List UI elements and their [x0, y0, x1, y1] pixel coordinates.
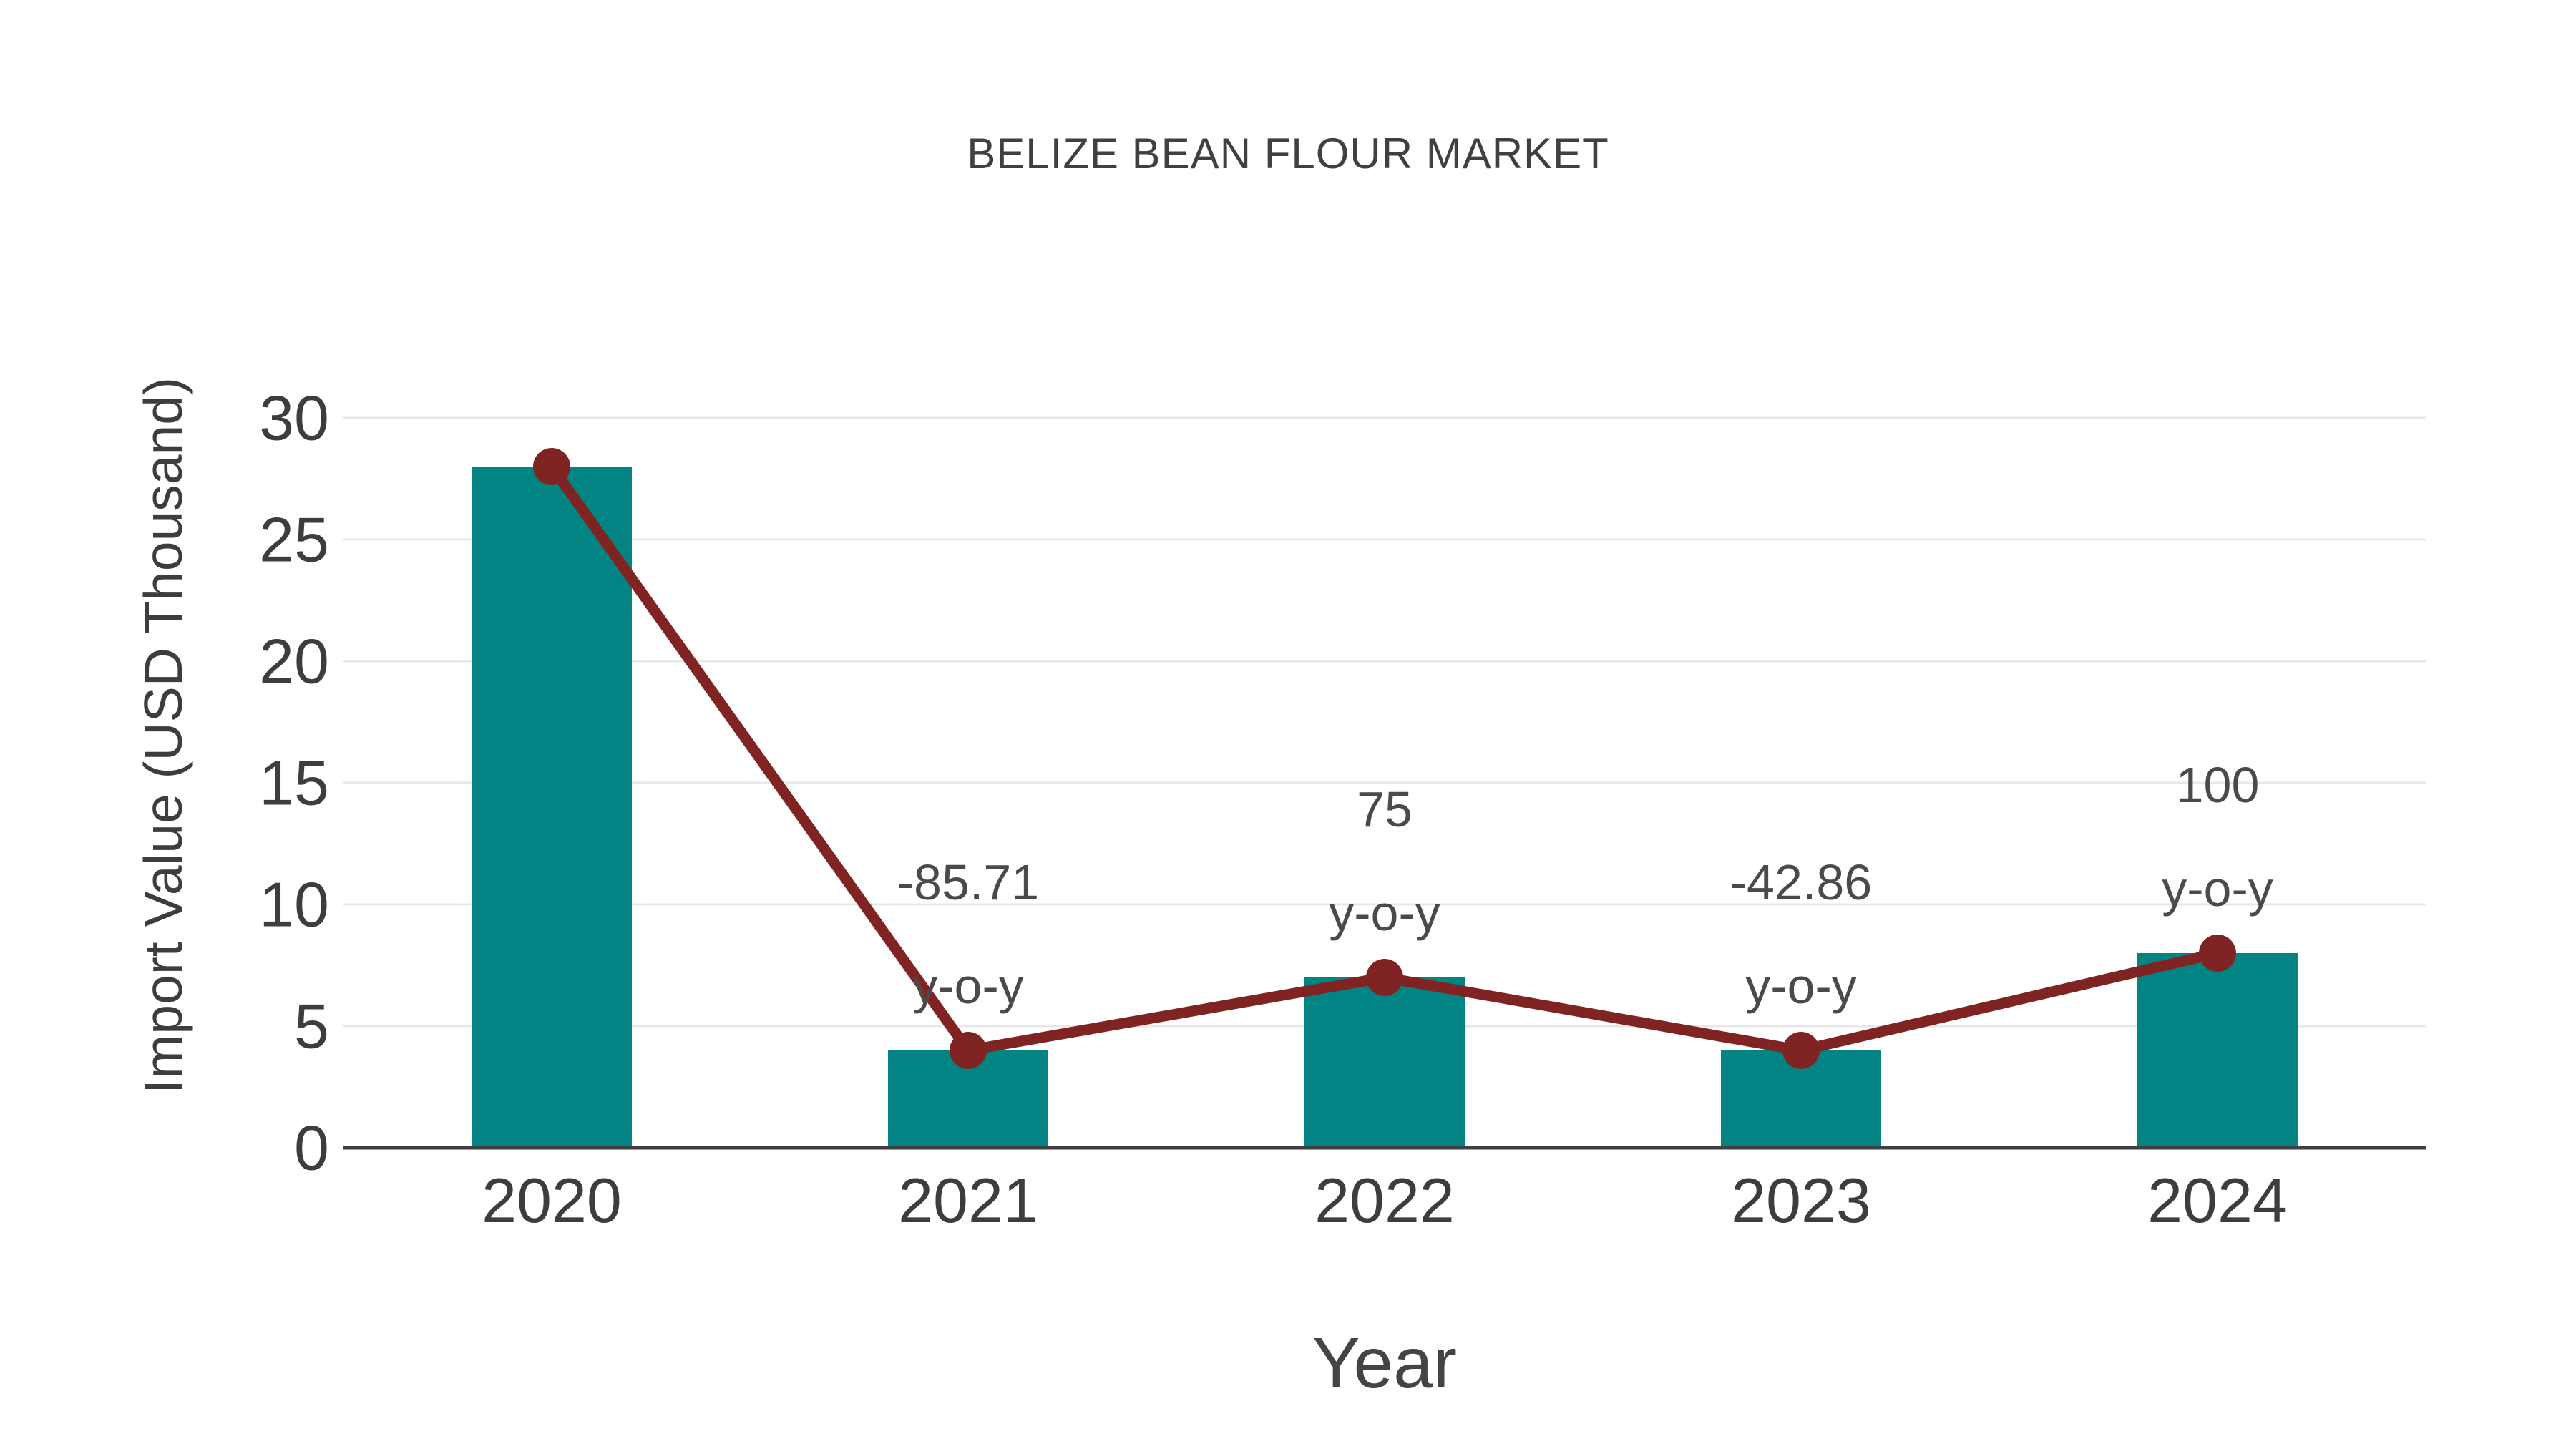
x-tick-label-2023: 2023	[1731, 1165, 1871, 1236]
y-tick-label-25: 25	[259, 504, 329, 575]
y-tick-label-30: 30	[259, 383, 329, 454]
annotation-2021-line1: -85.71	[897, 854, 1039, 910]
annotation-2024-line2: y-o-y	[2162, 861, 2273, 917]
annotation-2023-line2: y-o-y	[1745, 958, 1857, 1014]
y-tick-label-0: 0	[294, 1113, 329, 1184]
x-tick-label-2024: 2024	[2147, 1165, 2288, 1236]
bar-2020	[472, 467, 632, 1148]
bar-2024	[2137, 953, 2298, 1148]
y-tick-label-5: 5	[294, 991, 329, 1062]
annotation-2023-line1: -42.86	[1730, 854, 1872, 910]
data-point-marker-2024	[2199, 935, 2236, 972]
annotation-2021-line2: y-o-y	[912, 958, 1024, 1014]
annotation-2022-line1: 75	[1357, 781, 1413, 837]
data-point-marker-2022	[1366, 959, 1403, 996]
chart-title: BELIZE BEAN FLOUR MARKET	[967, 130, 1609, 177]
y-tick-label-20: 20	[259, 626, 329, 697]
x-axis-title: Year	[1312, 1323, 1458, 1403]
bar-2022	[1304, 977, 1465, 1148]
annotation-2024-line1: 100	[2176, 757, 2260, 813]
y-tick-label-10: 10	[259, 869, 329, 940]
x-tick-label-2020: 2020	[482, 1165, 622, 1236]
x-tick-label-2022: 2022	[1314, 1165, 1455, 1236]
y-tick-label-15: 15	[259, 748, 329, 819]
annotation-2022-line2: y-o-y	[1329, 885, 1440, 941]
data-point-marker-2023	[1782, 1032, 1820, 1069]
data-point-marker-2021	[950, 1032, 987, 1069]
x-tick-label-2021: 2021	[898, 1165, 1038, 1236]
data-point-marker-2020	[533, 448, 570, 485]
